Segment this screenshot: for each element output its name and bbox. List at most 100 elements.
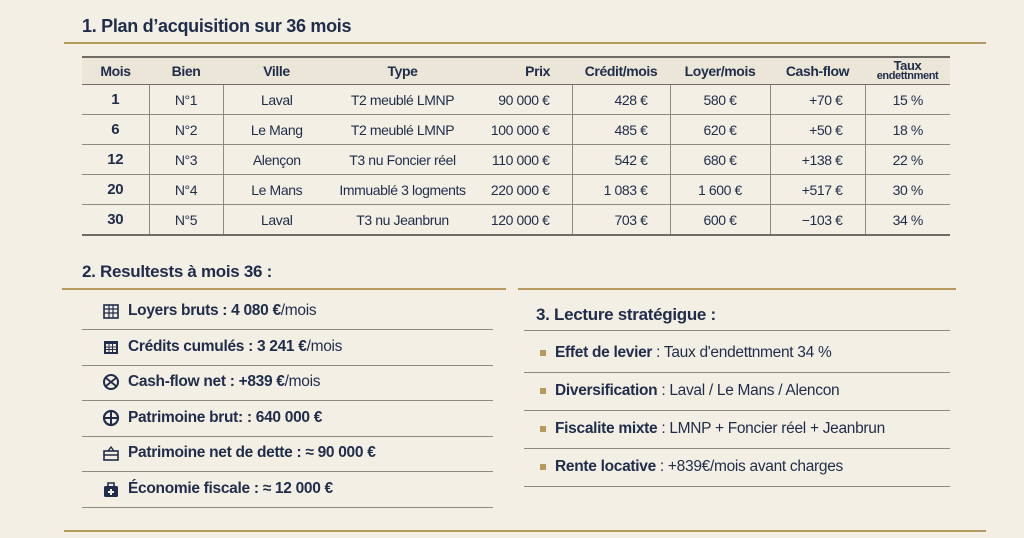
cell-taux: 22 %	[865, 144, 950, 175]
divider	[524, 330, 950, 331]
cell-type: T3 nu Jeanbrun	[330, 204, 475, 236]
cell-loyer: 580 €	[670, 84, 771, 115]
strategy-key: Rente locative	[555, 458, 656, 475]
bullet-icon	[540, 388, 546, 394]
divider	[82, 364, 493, 366]
strategy-value: : LMNP + Foncier réel + Jeanbrun	[657, 420, 885, 437]
cell-ville: Laval	[223, 204, 330, 236]
col-mois: Mois	[82, 56, 149, 85]
medkit-icon	[104, 481, 118, 497]
cell-taux: 18 %	[865, 114, 950, 145]
col-taux-sub: endettnment	[876, 70, 939, 82]
divider	[524, 372, 950, 373]
result-item: Patrimoine brut: : 640 000 €	[102, 409, 322, 427]
crosshair-icon	[102, 409, 120, 426]
result-label: Loyers bruts : 4 080 €	[128, 302, 281, 319]
cell-credit: 485 €	[572, 114, 671, 145]
cell-mois: 12	[82, 144, 150, 175]
cell-loyer: 620 €	[670, 114, 771, 145]
acquisition-table: Mois Bien Ville Type Prix Crédit/mois Lo…	[82, 56, 950, 236]
cell-prix: 90 000 €	[475, 84, 573, 115]
table-row: 12 N°3 Alençon T3 nu Foncier réel 110 000 €5…	[82, 144, 950, 175]
cell-bien: N°1	[149, 84, 224, 115]
strategy-key: Diversification	[555, 382, 658, 399]
bullet-icon	[540, 426, 546, 432]
cell-credit: 1 083 €	[572, 174, 671, 205]
cell-credit: 428 €	[572, 84, 671, 115]
col-type: Type	[330, 56, 475, 85]
cell-mois: 1	[82, 84, 150, 115]
cell-credit: 542 €	[572, 144, 671, 175]
table-row: 6 N°2 Le Mang T2 meublé LMNP 100 000 €485 €6…	[82, 114, 950, 145]
result-item: Crédits cumulés : 3 241 €/mois	[102, 338, 342, 356]
divider	[82, 471, 493, 472]
result-label: Patrimoine net de dette : ≈ 90 000 €	[128, 444, 376, 461]
cell-taux: 30 %	[865, 174, 950, 205]
divider	[64, 42, 986, 44]
divider	[82, 435, 493, 437]
result-item: Loyers bruts : 4 080 €/mois	[102, 302, 317, 320]
cell-taux: 34 %	[865, 204, 950, 236]
col-ville: Ville	[223, 56, 330, 85]
cell-ville: Laval	[223, 84, 330, 115]
cell-mois: 30	[82, 204, 150, 236]
result-label: Économie fiscale : ≈ 12 000 €	[128, 479, 333, 497]
divider	[64, 530, 986, 532]
table-row: 30 N°5 Laval T3 nu Jeanbrun 120 000 €703 €60…	[82, 204, 950, 236]
result-suffix: /mois	[306, 337, 343, 355]
cell-ville: Le Mang	[223, 114, 330, 145]
strategy-key: Effet de levier	[555, 344, 653, 361]
cell-cashflow: +138 €	[770, 144, 866, 175]
result-label: Cash-flow net : +839 €	[128, 373, 285, 390]
result-suffix: /mois	[284, 373, 321, 390]
cell-prix: 220 000 €	[475, 174, 573, 205]
table-header: Mois Bien Ville Type Prix Crédit/mois Lo…	[82, 56, 950, 85]
cell-cashflow: +70 €	[770, 84, 866, 115]
col-bien: Bien	[149, 56, 223, 85]
strategy-value: : Laval / Le Mans / Alencon	[657, 382, 840, 399]
cell-mois: 6	[82, 114, 150, 145]
cell-taux: 15 %	[865, 84, 950, 115]
divider	[518, 288, 956, 290]
cell-bien: N°2	[149, 114, 224, 145]
result-item: Cash-flow net : +839 €/mois	[102, 373, 320, 391]
strategy-item: Rente locative : +839€/mois avant charge…	[540, 458, 843, 476]
cell-cashflow: +50 €	[770, 114, 866, 145]
cell-loyer: 680 €	[670, 144, 771, 175]
divider	[524, 448, 950, 449]
divider	[82, 400, 493, 401]
divider	[62, 288, 506, 290]
strategy-item: Fiscalite mixte : LMNP + Foncier réel + …	[540, 420, 885, 438]
result-label: Patrimoine brut: : 640 000 €	[128, 408, 323, 426]
strategy-value: : Taux d'endettnment 34 %	[652, 344, 832, 361]
cell-loyer: 1 600 €	[670, 174, 771, 205]
cell-bien: N°3	[149, 144, 224, 175]
strategy-value: : +839€/mois avant charges	[655, 458, 843, 475]
col-taux: Taux endettnment	[865, 56, 950, 85]
col-taux-label: Taux	[893, 58, 922, 73]
col-loyer: Loyer/mois	[670, 56, 770, 85]
cell-type: T2 meublé LMNP	[330, 114, 475, 145]
cell-bien: N°4	[149, 174, 224, 205]
cell-cashflow: +517 €	[770, 174, 866, 205]
result-item: Économie fiscale : ≈ 12 000 €	[102, 480, 333, 498]
cell-type: T3 nu Foncier réel	[330, 144, 475, 175]
briefcase-icon	[103, 445, 119, 461]
col-prix: Prix	[475, 56, 572, 85]
cell-prix: 110 000 €	[475, 144, 573, 175]
bullet-icon	[540, 350, 546, 356]
cell-loyer: 600 €	[670, 204, 771, 236]
table-row: 20 N°4 Le Mans Immuablé 3 logments 220 000 €…	[82, 174, 950, 205]
result-label: Crédits cumulés : 3 241 €	[128, 337, 307, 355]
strategy-item: Effet de levier : Taux d'endettnment 34 …	[540, 344, 832, 362]
section2-title: 2. Resultests à mois 36 :	[82, 262, 272, 281]
cell-type: Immuablé 3 logments	[330, 174, 475, 205]
cell-credit: 703 €	[572, 204, 671, 236]
section1-title: 1. Plan d’acquisition sur 36 mois	[82, 16, 352, 36]
cell-bien: N°5	[149, 204, 224, 236]
divider	[524, 486, 950, 487]
divider	[524, 410, 950, 411]
cell-cashflow: −103 €	[770, 204, 866, 236]
cell-mois: 20	[82, 174, 150, 205]
cell-type: T2 meublé LMNP	[330, 84, 475, 115]
